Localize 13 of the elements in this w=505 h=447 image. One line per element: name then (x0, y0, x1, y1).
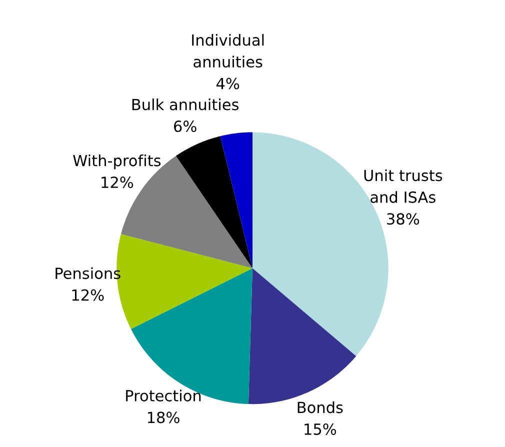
slice-label: With-profits (73, 154, 161, 170)
data-label: 4% (216, 78, 240, 90)
data-label: 12% (72, 289, 104, 301)
data-label: 38% (387, 213, 420, 225)
slice-label: Protection (126, 390, 201, 402)
data-label: 6% (174, 120, 196, 132)
data-label: 12% (102, 176, 134, 188)
slice-label: Individual annuities (192, 34, 264, 68)
slice-label: Bonds (298, 401, 343, 414)
data-label: 15% (304, 423, 336, 435)
slice-label: Unit trusts and ISAs (364, 169, 442, 203)
data-label: 18% (148, 412, 180, 424)
slice-label: Bulk annuities (132, 98, 239, 110)
